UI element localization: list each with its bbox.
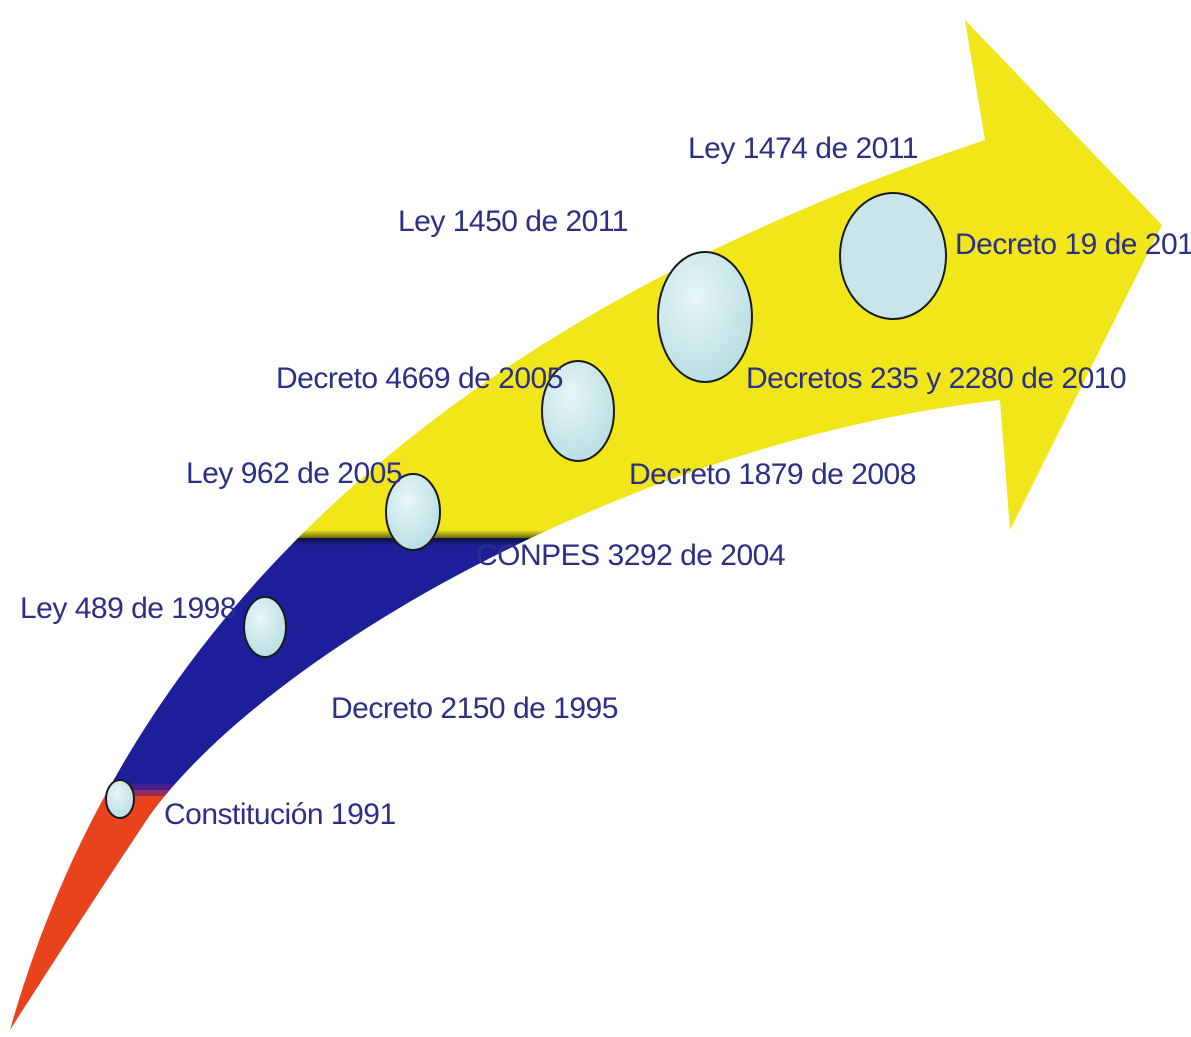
milestone-bubble: [657, 251, 753, 383]
milestone-label-ley-1450-2011: Ley 1450 de 2011: [398, 205, 629, 238]
arrow-band-divider-bottom: [10, 784, 1162, 796]
milestone-bubble: [385, 473, 441, 551]
milestone-label-constitucion-1991: Constitución 1991: [164, 798, 396, 831]
milestone-label-conpes-3292-2004: CONPES 3292 de 2004: [476, 539, 786, 572]
milestone-label-decretos-235-2280-2010: Decretos 235 y 2280 de 2010: [746, 362, 1127, 395]
milestone-label-decreto-19-2012: Decreto 19 de 2012: [955, 228, 1191, 261]
milestone-label-decreto-2150-1995: Decreto 2150 de 1995: [331, 692, 618, 725]
milestone-bubble: [839, 192, 947, 320]
arrow-yellow-band: [10, 20, 1162, 538]
milestone-bubble: [243, 596, 287, 658]
milestone-label-ley-489-1998: Ley 489 de 1998: [20, 592, 237, 625]
arrow-blue-band: [10, 538, 1162, 790]
milestone-label-decreto-4669-2005: Decreto 4669 de 2005: [276, 362, 563, 395]
milestone-bubble: [541, 360, 615, 462]
milestone-label-decreto-1879-2008: Decreto 1879 de 2008: [629, 458, 916, 491]
milestone-label-ley-962-2005: Ley 962 de 2005: [186, 457, 403, 490]
milestone-bubbles: [105, 192, 947, 819]
milestone-label-ley-1474-2011: Ley 1474 de 2011: [688, 132, 919, 165]
milestone-bubble: [105, 779, 135, 819]
